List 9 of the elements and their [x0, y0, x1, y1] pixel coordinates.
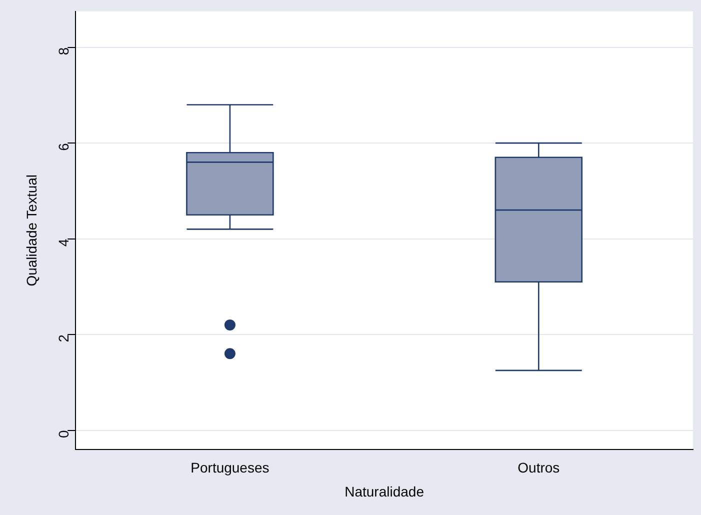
x-tick-label: Outros	[518, 460, 560, 476]
y-tick-label: 2	[55, 334, 72, 342]
x-axis-title: Naturalidade	[344, 483, 424, 500]
y-tick-label: 4	[55, 238, 72, 247]
y-tick-label: 6	[55, 142, 72, 151]
x-tick-label: Portugueses	[190, 460, 270, 476]
y-tick-label: 0	[55, 430, 72, 438]
y-axis-title: Qualidade Textual	[23, 174, 40, 286]
y-tick-label: 8	[55, 47, 72, 56]
